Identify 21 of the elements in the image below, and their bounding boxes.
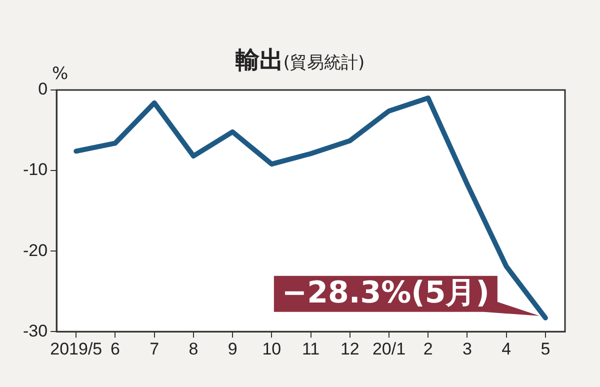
x-tick-label: 10 [262,339,282,358]
x-tick-label: 7 [150,339,160,358]
x-tick-label: 8 [188,339,198,358]
chart-subtitle: (貿易統計) [283,53,365,73]
x-tick-label: 4 [502,339,512,358]
x-tick-label: 9 [228,339,238,358]
y-axis-title: % [52,64,68,84]
x-tick-label: 11 [302,339,320,358]
y-tick-label: -30 [22,321,48,340]
x-tick-label: 20/1 [372,339,406,358]
x-tick-label: 3 [462,339,472,358]
x-tick-label: 12 [340,339,360,358]
x-tick-label: 2 [423,339,433,358]
x-tick-label: 5 [540,339,550,358]
chart-title: 輸出 [235,46,284,74]
annotation: −28.3%(5月) [282,276,490,311]
y-tick-label: 0 [38,80,48,99]
x-tick-label: 2019/5 [50,339,102,358]
y-tick-label: -20 [22,240,48,260]
x-tick-label: 6 [110,339,120,358]
y-tick-label: -10 [22,160,48,180]
